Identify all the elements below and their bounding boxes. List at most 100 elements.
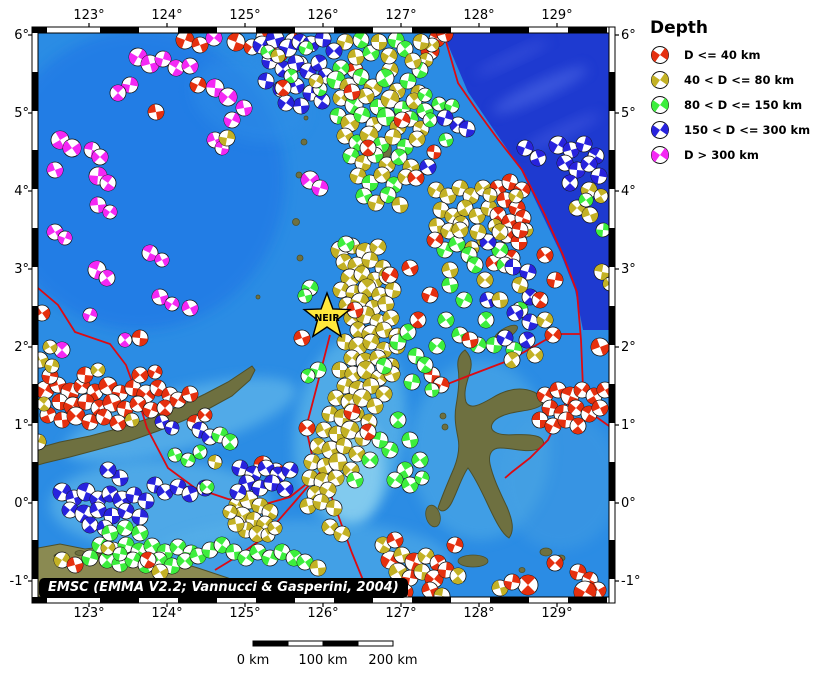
focal-mechanism-beachball <box>156 399 174 417</box>
island <box>295 171 303 179</box>
neir-star-label: NEIR <box>314 313 340 324</box>
focal-mechanism-beachball <box>309 437 327 455</box>
focal-mechanism-beachball <box>76 366 94 384</box>
focal-mechanism-beachball <box>181 299 199 317</box>
focal-mechanism-beachball <box>491 241 509 259</box>
focal-mechanism-beachball <box>293 329 311 347</box>
focal-mechanism-beachball <box>44 358 60 374</box>
focal-mechanism-beachball <box>147 103 165 121</box>
beachball-layer <box>38 33 609 597</box>
plate-boundary <box>38 287 313 506</box>
scale-bar <box>252 640 394 647</box>
focal-mechanism-beachball <box>414 470 430 486</box>
scalebar-label: 200 km <box>368 653 418 668</box>
focal-mechanism-beachball <box>401 431 419 449</box>
focal-mechanism-beachball <box>297 288 313 304</box>
focal-mechanism-beachball <box>446 536 464 554</box>
focal-mechanism-beachball <box>556 154 574 172</box>
focal-mechanism-beachball <box>308 73 324 89</box>
legend-label: 80 < D <= 150 km <box>684 98 803 112</box>
focal-mechanism-beachball <box>401 259 419 277</box>
focal-mechanism-beachball <box>382 309 400 327</box>
focal-mechanism-beachball <box>367 194 385 212</box>
focal-mechanism-beachball <box>276 480 294 498</box>
focal-mechanism-beachball <box>89 501 107 519</box>
focal-mechanism-beachball <box>396 40 414 58</box>
focal-mechanism-beachball <box>491 291 509 309</box>
focal-mechanism-beachball <box>455 291 473 309</box>
focal-mechanism-beachball <box>375 385 393 403</box>
focal-mechanism-beachball <box>335 437 353 455</box>
focal-mechanism-beachball <box>327 469 345 487</box>
beachball-icon-magenta <box>651 146 669 164</box>
focal-mechanism-beachball <box>333 525 351 543</box>
focal-mechanism-beachball <box>346 471 364 489</box>
focal-mechanism-beachball <box>62 138 82 158</box>
focal-mechanism-beachball <box>432 201 450 219</box>
focal-mechanism-beachball <box>99 174 117 192</box>
focal-mechanism-beachball <box>347 48 365 66</box>
plate-boundary <box>442 33 584 399</box>
focal-mechanism-beachball <box>309 559 327 577</box>
focal-mechanism-beachball <box>441 276 459 294</box>
legend-label: D <= 40 km <box>684 48 761 62</box>
focal-mechanism-beachball <box>311 179 329 197</box>
focal-mechanism-beachball <box>469 223 487 241</box>
focal-mechanism-beachball <box>147 364 163 380</box>
focal-mechanism-beachball <box>90 362 106 378</box>
focal-mechanism-beachball <box>561 174 579 192</box>
lat-label-right: 6° <box>621 28 636 43</box>
lat-label-left: -1° <box>9 574 29 589</box>
focal-mechanism-beachball <box>102 393 122 413</box>
scalebar-label: 0 km <box>236 653 270 668</box>
focal-mechanism-beachball <box>458 120 476 138</box>
focal-mechanism-beachball <box>503 351 521 369</box>
focal-mechanism-beachball <box>154 50 172 68</box>
lon-label-top: 126° <box>307 8 339 23</box>
focal-mechanism-beachball <box>164 420 180 436</box>
focal-mechanism-beachball <box>117 502 135 520</box>
focal-mechanism-beachball <box>361 251 379 269</box>
focal-mechanism-beachball <box>149 379 167 397</box>
focal-mechanism-beachball <box>111 469 129 487</box>
focal-mechanism-beachball <box>361 174 379 192</box>
focal-mechanism-beachball <box>354 154 372 172</box>
focal-mechanism-beachball <box>428 337 446 355</box>
focal-mechanism-beachball <box>298 419 316 437</box>
bathymetry-patch <box>492 66 588 114</box>
focal-mechanism-beachball <box>218 87 238 107</box>
focal-mechanism-beachball <box>536 311 554 329</box>
focal-mechanism-beachball <box>296 553 314 571</box>
lon-label-bottom: 124° <box>151 606 183 621</box>
beachball-icon-blue <box>651 121 669 139</box>
legend-label: 40 < D <= 80 km <box>684 73 795 87</box>
island <box>518 567 526 573</box>
focal-mechanism-beachball <box>386 471 404 489</box>
focal-mechanism-beachball <box>112 546 128 562</box>
focal-mechanism-beachball <box>466 256 484 274</box>
focal-mechanism-beachball <box>103 507 121 525</box>
focal-mechanism-beachball <box>362 333 380 351</box>
island <box>296 254 304 262</box>
lon-label-top: 127° <box>385 8 417 23</box>
focal-mechanism-beachball <box>389 411 407 429</box>
focal-mechanism-beachball <box>66 406 86 426</box>
focal-mechanism-beachball <box>140 54 160 74</box>
lat-label-right: 5° <box>621 106 636 121</box>
focal-mechanism-beachball <box>369 238 387 256</box>
focal-mechanism-beachball <box>419 158 437 176</box>
focal-mechanism-beachball <box>46 161 64 179</box>
lon-label-top: 128° <box>463 8 495 23</box>
focal-mechanism-beachball <box>389 333 407 351</box>
island <box>441 423 449 431</box>
focal-mechanism-beachball <box>417 547 435 565</box>
focal-mechanism-beachball <box>131 366 149 384</box>
focal-mechanism-beachball <box>167 59 185 77</box>
focal-mechanism-beachball <box>98 269 116 287</box>
lat-label-left: 3° <box>14 262 29 277</box>
bathymetry-patch <box>500 410 609 550</box>
focal-mechanism-beachball <box>384 281 402 299</box>
focal-mechanism-beachball <box>595 222 609 238</box>
lon-label-top: 125° <box>229 8 261 23</box>
